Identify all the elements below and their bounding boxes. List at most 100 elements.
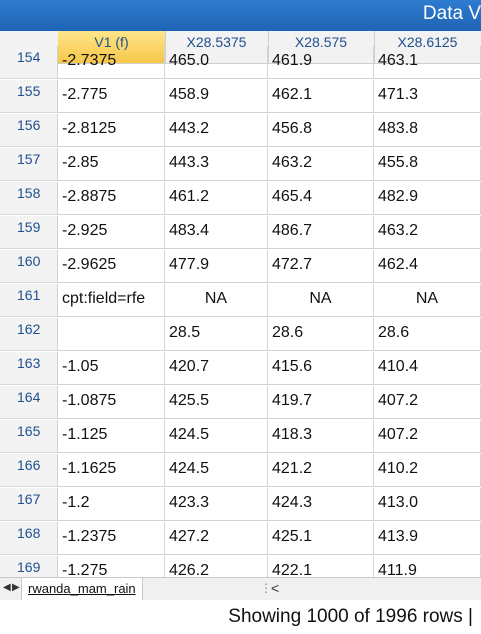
row-number[interactable]: 158: [0, 182, 58, 215]
table-cell[interactable]: 28.6: [374, 318, 481, 351]
table-cell[interactable]: -1.2375: [58, 522, 165, 555]
row-number[interactable]: 161: [0, 284, 58, 317]
row-number[interactable]: 160: [0, 250, 58, 283]
table-cell[interactable]: -1.0875: [58, 386, 165, 419]
table-row: 167 -1.2 423.3 424.3 413.0: [0, 488, 481, 522]
table-cell[interactable]: 461.9: [268, 46, 374, 79]
table-row: 166 -1.1625 424.5 421.2 410.2: [0, 454, 481, 488]
table-cell[interactable]: 482.9: [374, 182, 481, 215]
table-row: 168 -1.2375 427.2 425.1 413.9: [0, 522, 481, 556]
table-row: 162 28.5 28.6 28.6: [0, 318, 481, 352]
table-cell[interactable]: 443.2: [165, 114, 268, 147]
table-cell[interactable]: 486.7: [268, 216, 374, 249]
data-grid[interactable]: V1 (f) X28.5375 X28.575 X28.6125 154 -2.7…: [0, 31, 481, 577]
table-cell[interactable]: [58, 318, 165, 351]
table-cell[interactable]: -1.05: [58, 352, 165, 385]
table-cell[interactable]: 424.5: [165, 454, 268, 487]
table-cell[interactable]: 461.2: [165, 182, 268, 215]
table-cell[interactable]: -2.8875: [58, 182, 165, 215]
table-cell[interactable]: 410.2: [374, 454, 481, 487]
table-cell[interactable]: -1.125: [58, 420, 165, 453]
column-header-row: V1 (f) X28.5375 X28.575 X28.6125: [0, 31, 481, 64]
sheet-tab[interactable]: rwanda_mam_rain: [21, 578, 143, 600]
table-cell[interactable]: 413.9: [374, 522, 481, 555]
table-cell[interactable]: 424.3: [268, 488, 374, 521]
table-cell[interactable]: -1.275: [58, 556, 165, 577]
table-cell[interactable]: 424.5: [165, 420, 268, 453]
table-row: 154 -2.7375 465.0 461.9 463.1: [0, 46, 481, 80]
table-cell[interactable]: 462.4: [374, 250, 481, 283]
table-cell[interactable]: 28.6: [268, 318, 374, 351]
row-number[interactable]: 155: [0, 80, 58, 113]
row-number[interactable]: 167: [0, 488, 58, 521]
table-cell[interactable]: 455.8: [374, 148, 481, 181]
table-cell[interactable]: 456.8: [268, 114, 374, 147]
tab-next-icon[interactable]: ▶: [12, 582, 20, 593]
table-cell[interactable]: 465.0: [165, 46, 268, 79]
table-cell[interactable]: -2.8125: [58, 114, 165, 147]
table-cell[interactable]: 422.1: [268, 556, 374, 577]
table-cell[interactable]: 407.2: [374, 420, 481, 453]
table-cell[interactable]: 463.1: [374, 46, 481, 79]
column-header-x28-575[interactable]: X28.575: [268, 31, 375, 64]
table-cell[interactable]: 421.2: [268, 454, 374, 487]
table-cell[interactable]: 410.4: [374, 352, 481, 385]
table-cell[interactable]: -2.925: [58, 216, 165, 249]
table-row: 169 -1.275 426.2 422.1 411.9: [0, 556, 481, 577]
table-cell[interactable]: 419.7: [268, 386, 374, 419]
table-cell[interactable]: -2.9625: [58, 250, 165, 283]
table-cell[interactable]: 413.0: [374, 488, 481, 521]
table-cell[interactable]: 477.9: [165, 250, 268, 283]
table-cell[interactable]: 426.2: [165, 556, 268, 577]
row-number[interactable]: 162: [0, 318, 58, 351]
table-row: 156 -2.8125 443.2 456.8 483.8: [0, 114, 481, 148]
table-cell[interactable]: -1.1625: [58, 454, 165, 487]
table-cell[interactable]: 425.5: [165, 386, 268, 419]
table-cell[interactable]: -2.7375: [58, 46, 165, 79]
table-cell[interactable]: 425.1: [268, 522, 374, 555]
row-number[interactable]: 166: [0, 454, 58, 487]
row-number[interactable]: 165: [0, 420, 58, 453]
table-cell[interactable]: 28.5: [165, 318, 268, 351]
table-cell[interactable]: -2.775: [58, 80, 165, 113]
tab-prev-icon[interactable]: ◀: [3, 582, 11, 593]
table-cell[interactable]: cpt:field=rfe: [58, 284, 165, 317]
table-cell[interactable]: 471.3: [374, 80, 481, 113]
table-cell[interactable]: 420.7: [165, 352, 268, 385]
table-cell[interactable]: NA: [165, 284, 268, 317]
row-number[interactable]: 163: [0, 352, 58, 385]
row-number[interactable]: 168: [0, 522, 58, 555]
table-cell[interactable]: NA: [374, 284, 481, 317]
table-cell[interactable]: NA: [268, 284, 374, 317]
table-cell[interactable]: -2.85: [58, 148, 165, 181]
splitter-grip-icon[interactable]: ⋮: [260, 581, 272, 595]
row-number[interactable]: 157: [0, 148, 58, 181]
column-header-x28-6125[interactable]: X28.6125: [374, 31, 481, 64]
table-cell[interactable]: 415.6: [268, 352, 374, 385]
row-number[interactable]: 154: [0, 46, 58, 79]
table-cell[interactable]: 483.8: [374, 114, 481, 147]
table-cell[interactable]: 483.4: [165, 216, 268, 249]
table-row: 159 -2.925 483.4 486.7 463.2: [0, 216, 481, 250]
table-cell[interactable]: 472.7: [268, 250, 374, 283]
table-cell[interactable]: 418.3: [268, 420, 374, 453]
scroll-left-icon[interactable]: <: [271, 580, 280, 596]
column-header-x28-5375[interactable]: X28.5375: [165, 31, 269, 64]
table-cell[interactable]: 423.3: [165, 488, 268, 521]
table-cell[interactable]: 411.9: [374, 556, 481, 577]
row-number[interactable]: 156: [0, 114, 58, 147]
table-cell[interactable]: 463.2: [374, 216, 481, 249]
table-cell[interactable]: -1.2: [58, 488, 165, 521]
row-number[interactable]: 164: [0, 386, 58, 419]
table-cell[interactable]: 462.1: [268, 80, 374, 113]
table-cell[interactable]: 465.4: [268, 182, 374, 215]
table-cell[interactable]: 427.2: [165, 522, 268, 555]
row-number[interactable]: 169: [0, 556, 58, 577]
column-header-v1[interactable]: V1 (f): [58, 31, 166, 64]
table-row: 155 -2.775 458.9 462.1 471.3: [0, 80, 481, 114]
table-cell[interactable]: 458.9: [165, 80, 268, 113]
table-cell[interactable]: 463.2: [268, 148, 374, 181]
table-cell[interactable]: 443.3: [165, 148, 268, 181]
row-number[interactable]: 159: [0, 216, 58, 249]
table-cell[interactable]: 407.2: [374, 386, 481, 419]
